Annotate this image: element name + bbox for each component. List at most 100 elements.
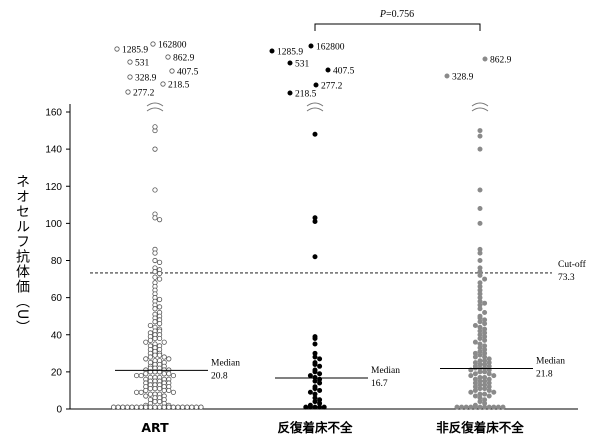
y-tick-label: 160 [45,108,62,119]
data-point [157,321,163,327]
data-point [161,354,167,360]
outlier-label: 1285.9 [277,48,303,58]
outlier-label: 162800 [316,43,345,53]
data-point [152,215,158,221]
data-point [317,404,323,410]
data-point [134,389,140,395]
outlier-label: 162800 [158,41,187,51]
median-label: Median [211,358,240,368]
data-point [491,404,497,410]
outlier-label: 328.9 [135,74,157,84]
data-point [477,399,483,405]
bracket-line [314,23,481,31]
data-point [307,389,313,395]
outlier-label: 407.5 [333,67,355,77]
group-3: 862.9 328.9 Median 21.8 [440,56,565,410]
data-point [454,404,460,410]
outlier-point [150,41,156,47]
x-category-label: 反復着床不全 [277,420,353,435]
data-point [170,389,176,395]
data-point [152,274,158,280]
data-point [152,319,158,325]
data-point [166,404,172,410]
data-point [482,337,488,343]
outlier-point [444,73,450,79]
outlier-point [125,89,131,95]
data-point [472,322,478,328]
data-point [468,389,474,395]
outlier-point [308,43,314,49]
data-point [472,387,478,393]
outlier-point [127,59,133,65]
data-point [477,306,483,312]
data-point [495,404,501,410]
data-point [317,356,323,362]
p-value-label: P=0.756 [379,9,414,20]
data-point [157,259,163,265]
outlier-point [165,54,171,60]
data-point [157,352,163,358]
data-point [477,272,483,278]
data-point [138,404,144,410]
data-point [477,386,483,392]
data-point [157,404,163,410]
data-point [147,354,153,360]
data-point [477,352,483,358]
data-point [180,404,186,410]
data-point [166,371,172,377]
data-point [143,356,149,362]
y-ticks: 0 20 40 60 80 100 120 140 160 [45,108,70,416]
outlier-point [169,68,175,74]
data-point [312,369,318,375]
data-point [486,393,492,399]
data-point [152,124,158,130]
data-point [161,387,167,394]
data-point [152,250,158,256]
data-point [312,335,318,341]
group-1: 1285.9 162800 531 862.9 328.9 407.5 277.2 218.5… [111,41,240,410]
data-point [477,335,483,341]
data-point [170,404,176,410]
data-point [157,270,163,277]
data-point [147,385,153,392]
data-point [312,131,318,137]
data-point [312,354,318,360]
data-point [138,372,144,379]
data-point [152,146,158,152]
data-point [143,387,149,394]
data-point [152,187,158,193]
data-point [303,404,309,410]
data-point [312,219,318,225]
data-point [491,389,497,395]
data-point [134,404,140,410]
y-tick-label: 120 [45,182,62,193]
data-point [472,354,478,360]
y-tick-label: 100 [45,219,62,230]
data-point [477,133,483,139]
y-tick-label: 0 [56,405,62,416]
data-point [157,304,163,310]
data-point [486,371,492,377]
data-point [143,339,149,345]
outlier-point [114,46,120,52]
data-point [482,391,488,397]
data-point [152,269,158,275]
x-category-label: ART [141,420,169,435]
data-point [120,404,126,410]
data-point [184,404,190,410]
data-point [477,146,483,152]
data-point [459,404,465,410]
data-point [312,361,318,367]
data-point [147,404,153,410]
y-axis-label: ネオセルフ抗体価（U） [14,174,30,336]
outlier-point [287,60,293,66]
median-value: 21.8 [536,370,553,380]
outlier-label: 277.2 [133,89,155,99]
data-point [111,404,117,410]
data-point [143,371,149,377]
data-point [152,335,158,342]
data-point [189,404,195,410]
cutoff-value: 73.3 [558,273,575,283]
data-point [124,404,131,410]
data-point [482,386,488,392]
